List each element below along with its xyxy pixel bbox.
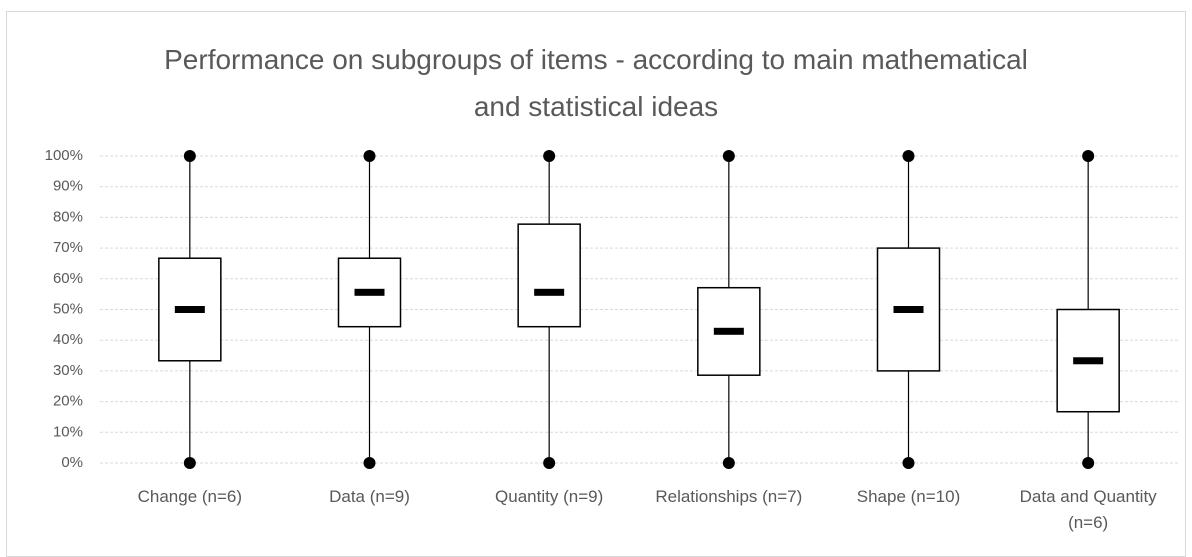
y-tick-label: 30% [53,362,83,379]
min-point [1082,457,1095,469]
min-point [722,457,735,469]
max-point [1082,150,1095,162]
y-tick-label: 60% [53,270,83,287]
x-tick-label: Relationships (n=7) [655,487,803,506]
median [893,306,924,313]
median [174,306,205,313]
median [354,288,385,296]
max-point [902,150,915,162]
y-tick-label: 20% [53,393,83,410]
median [713,327,744,335]
y-tick-label: 80% [53,208,83,225]
x-tick-label: Change (n=6) [137,487,243,506]
y-tick-label: 10% [53,423,83,440]
chart-title: Performance on subgroups of items - acco… [164,44,1028,122]
x-tick-label: Data and Quantity (n=6) [1019,487,1157,532]
y-tick-label: 100% [45,147,83,164]
x-tick-label: Quantity (n=9) [495,487,604,506]
x-tick-label: Shape (n=10) [856,487,961,506]
x-tick-label: Data (n=9) [329,487,410,506]
max-point [543,150,556,162]
max-point [183,150,196,162]
y-tick-label: 90% [53,178,83,195]
y-tick-label: 40% [53,331,83,348]
median [1073,357,1104,365]
y-tick-label: 70% [53,239,83,256]
min-point [183,457,196,469]
median [534,288,565,296]
max-point [363,150,376,162]
y-tick-label: 0% [61,454,83,471]
box [517,223,581,328]
min-point [543,457,556,469]
min-point [363,457,376,469]
y-tick-label: 50% [53,300,83,317]
box [158,257,222,362]
min-point [902,457,915,469]
max-point [722,150,735,162]
